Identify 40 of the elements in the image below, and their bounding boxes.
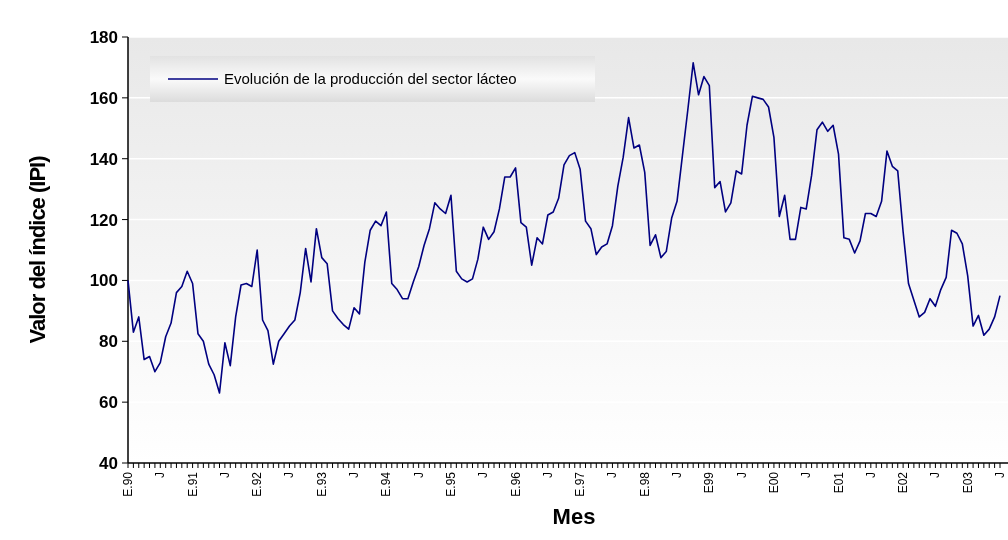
x-tick-label: J	[282, 472, 297, 478]
x-tick-label: J	[863, 472, 878, 478]
x-tick-label: J	[993, 472, 1007, 478]
x-axis-title: Mes	[552, 504, 596, 529]
x-tick-label: E.97	[573, 471, 588, 497]
x-tick-label: E02	[896, 471, 911, 494]
x-tick-label: J	[799, 472, 814, 478]
x-tick-label: J	[411, 472, 426, 478]
x-tick-label: E.92	[250, 471, 265, 497]
y-tick-label: 180	[89, 27, 118, 47]
x-tick-label: E.90	[121, 471, 135, 497]
x-tick-label: J	[476, 472, 491, 478]
x-tick-label: E00	[766, 471, 781, 494]
x-tick-label: E.95	[443, 471, 458, 497]
x-tick-label: E.94	[379, 471, 394, 497]
y-tick-label: 100	[89, 271, 118, 291]
y-tick-label: 40	[99, 453, 118, 473]
x-tick-label: E.98	[637, 471, 652, 497]
y-tick-label: 120	[89, 210, 118, 230]
x-tick-label: E.96	[508, 471, 523, 497]
x-tick-label: E.91	[185, 471, 200, 497]
legend-label: Evolución de la producción del sector lácteo	[224, 70, 517, 88]
line-series	[127, 62, 1001, 394]
x-tick-label: E99	[702, 471, 717, 494]
x-tick-label: E.93	[314, 471, 329, 497]
y-tick-label: 80	[99, 332, 118, 352]
x-tick-label: J	[347, 472, 362, 478]
x-tick-label: J	[605, 472, 620, 478]
x-tick-label: J	[153, 472, 168, 478]
x-tick-label: E03	[960, 471, 975, 494]
x-tick-label: J	[217, 472, 232, 478]
x-tick-label: J	[540, 472, 555, 478]
y-tick-label: 60	[99, 393, 118, 413]
y-axis-title: Valor del índice (IPI)	[25, 155, 50, 344]
x-tick-label: J	[928, 472, 943, 478]
x-tick-label: J	[734, 472, 749, 478]
y-tick-label: 160	[89, 88, 118, 108]
x-tick-label: E01	[831, 471, 846, 494]
y-tick-label: 140	[89, 149, 118, 169]
x-tick-label: J	[670, 472, 685, 478]
